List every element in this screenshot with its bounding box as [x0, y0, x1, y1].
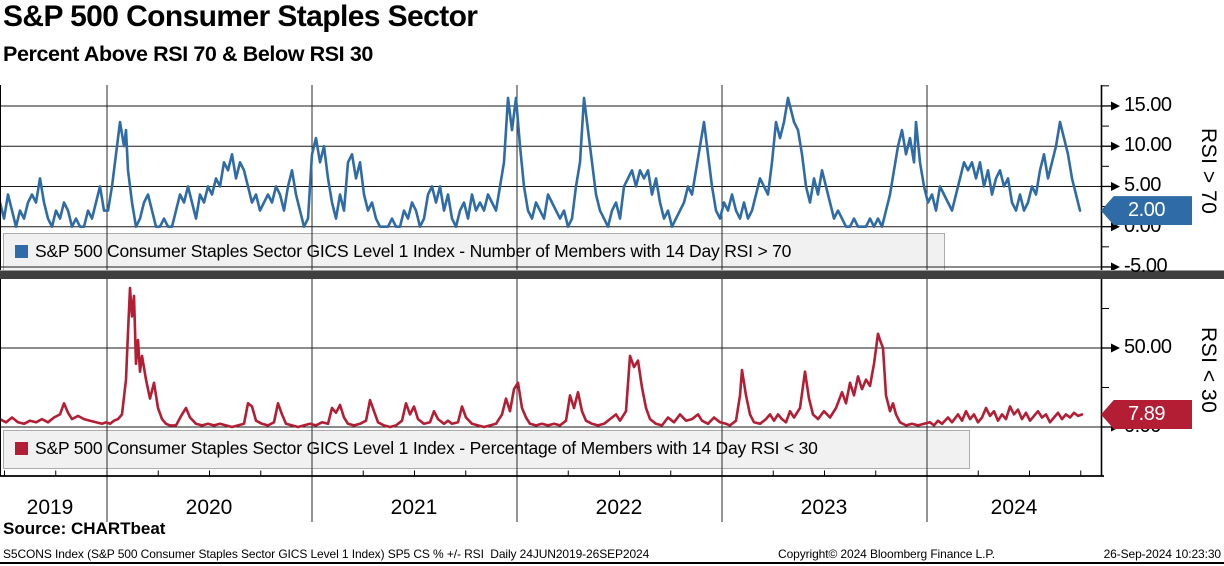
tick-arrow-icon	[1111, 343, 1120, 353]
axis-title-rsi-below-30: RSI < 30	[1197, 327, 1220, 414]
bottom-divider	[0, 562, 1224, 564]
legend-top-label: S&P 500 Consumer Staples Sector GICS Lev…	[35, 241, 792, 261]
legend-bottom: S&P 500 Consumer Staples Sector GICS Lev…	[3, 430, 980, 467]
tick-arrow-icon	[1111, 262, 1120, 272]
panel-separator-handle[interactable]	[0, 271, 1224, 279]
x-year-label: 2022	[595, 496, 643, 519]
footer-copyright: Copyright© 2024 Bloomberg Finance L.P.	[778, 547, 995, 561]
series-line-top	[0, 96, 1082, 228]
y-tick-label: 10.00	[1124, 134, 1172, 157]
x-year-label: 2023	[800, 496, 848, 519]
series-swatch-blue	[15, 245, 28, 258]
last-value-tag-rsi70: 2.00	[1101, 196, 1192, 226]
series-line-bottom	[0, 286, 1084, 429]
footer-timestamp: 26-Sep-2024 10:23:30	[1103, 547, 1222, 561]
last-value-tag-rsi30: 7.89	[1101, 400, 1192, 430]
footer-ticker-info: S5CONS Index (S&P 500 Consumer Staples S…	[3, 547, 650, 561]
legend-top: S&P 500 Consumer Staples Sector GICS Lev…	[3, 233, 955, 270]
series-swatch-red	[15, 442, 28, 455]
x-year-label: 2021	[390, 496, 438, 519]
source-line: Source: CHARTbeat	[3, 519, 166, 538]
legend-bottom-label: S&P 500 Consumer Staples Sector GICS Lev…	[35, 438, 818, 458]
y-tick-label: 50.00	[1124, 336, 1172, 358]
legend-box-top	[3, 233, 945, 272]
tick-arrow-icon	[1111, 141, 1120, 151]
x-year-label: 2020	[185, 496, 233, 519]
tick-arrow-icon	[1111, 101, 1120, 111]
page-title: S&P 500 Consumer Staples Sector	[3, 0, 478, 33]
axis-title-rsi-above-70: RSI > 70	[1197, 128, 1220, 215]
tick-arrow-icon	[1111, 181, 1120, 191]
y-tick-label: -5.00	[1124, 254, 1168, 277]
x-year-label: 2024	[990, 496, 1038, 519]
legend-box-bottom	[3, 430, 970, 469]
y-tick-label: 5.00	[1124, 174, 1161, 197]
x-year-label: 2019	[26, 496, 74, 519]
y-tick-label: 15.00	[1124, 93, 1172, 116]
page-subtitle: Percent Above RSI 70 & Below RSI 30	[3, 42, 373, 66]
